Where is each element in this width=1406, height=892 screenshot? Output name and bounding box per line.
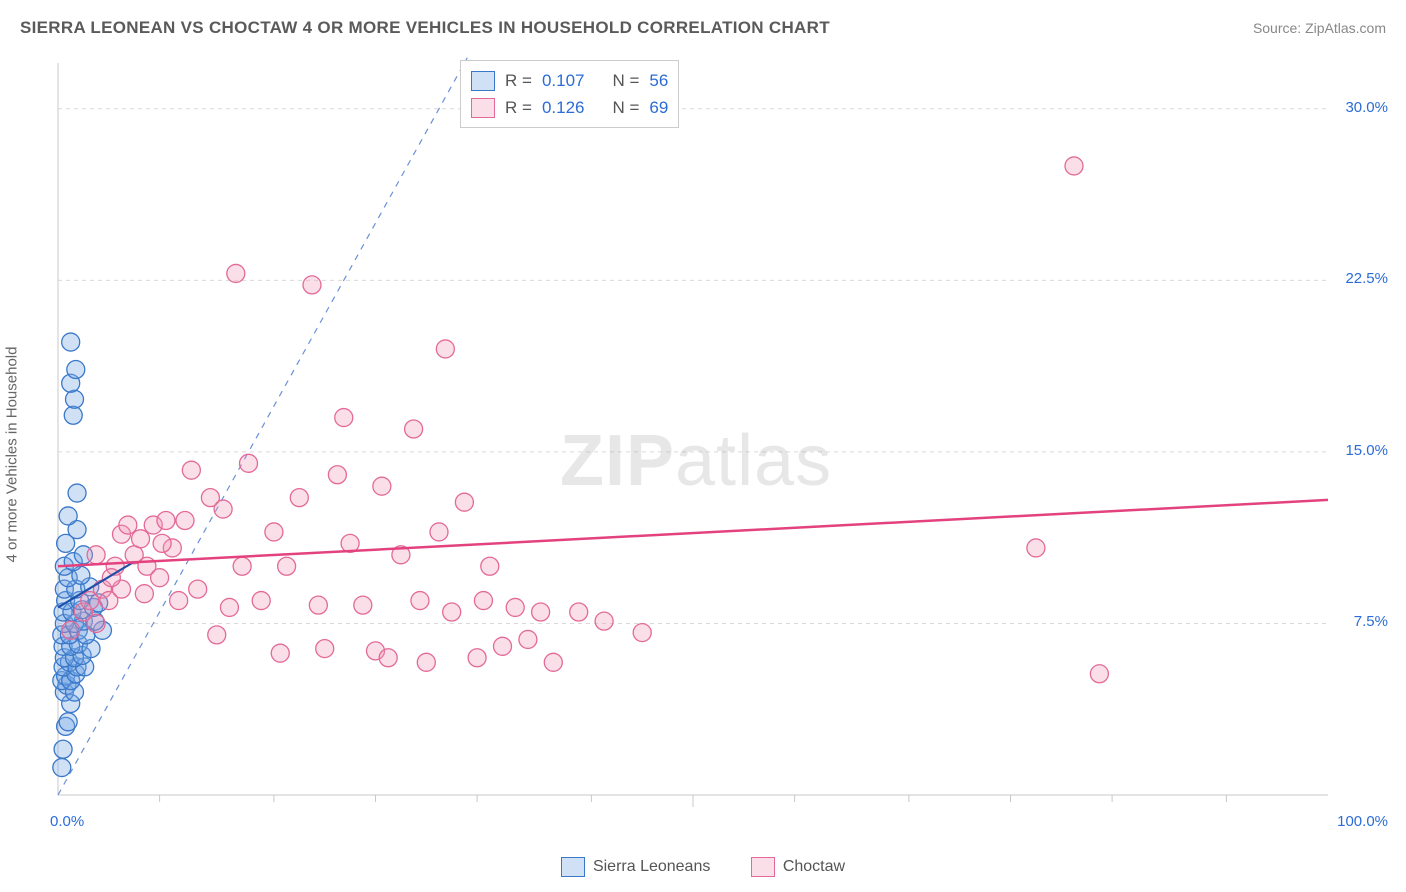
r-value-b: 0.126 [542,94,585,121]
swatch-series-b [471,98,495,118]
x-tick-label-min: 0.0% [50,813,84,830]
correlation-row-a: R = 0.107 N = 56 [471,67,668,94]
n-value-b: 69 [649,94,668,121]
x-tick-label-max: 100.0% [1337,813,1388,830]
bottom-legend: Sierra Leoneans Choctaw [0,857,1406,882]
legend-swatch-b [751,857,775,877]
plot-area [48,55,1386,835]
y-tick-label: 7.5% [1354,613,1388,630]
y-tick-label: 22.5% [1345,270,1388,287]
legend-item-b: Choctaw [751,857,845,877]
correlation-box: R = 0.107 N = 56 R = 0.126 N = 69 [460,60,679,128]
source-label: Source: ZipAtlas.com [1253,20,1386,36]
title-bar: SIERRA LEONEAN VS CHOCTAW 4 OR MORE VEHI… [20,18,1386,38]
swatch-series-a [471,71,495,91]
scatter-chart [48,55,1386,835]
source-name: ZipAtlas.com [1305,20,1386,36]
r-value-a: 0.107 [542,67,585,94]
legend-label-a: Sierra Leoneans [593,858,710,876]
legend-swatch-a [561,857,585,877]
correlation-row-b: R = 0.126 N = 69 [471,94,668,121]
y-tick-label: 15.0% [1345,442,1388,459]
chart-title: SIERRA LEONEAN VS CHOCTAW 4 OR MORE VEHI… [20,18,830,38]
y-tick-label: 30.0% [1345,99,1388,116]
n-value-a: 56 [649,67,668,94]
legend-item-a: Sierra Leoneans [561,857,710,877]
legend-label-b: Choctaw [783,858,845,876]
y-axis-label: 4 or more Vehicles in Household [4,347,21,563]
